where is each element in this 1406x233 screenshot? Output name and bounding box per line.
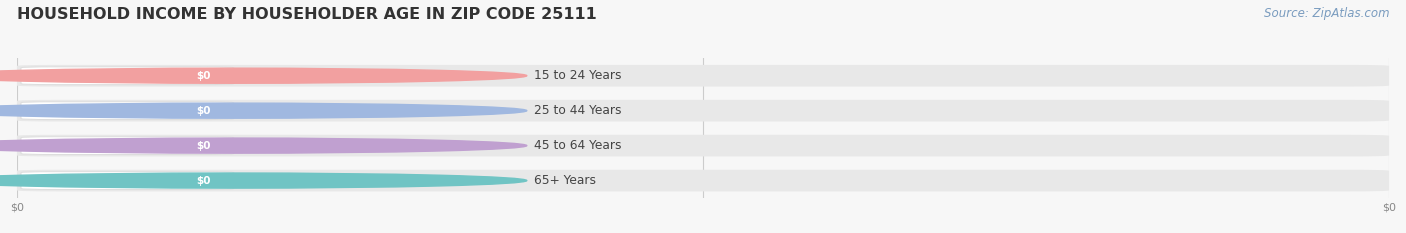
FancyBboxPatch shape [177, 174, 229, 188]
FancyBboxPatch shape [17, 135, 1389, 157]
FancyBboxPatch shape [17, 170, 1389, 192]
FancyBboxPatch shape [21, 102, 233, 120]
Text: $0: $0 [197, 106, 211, 116]
FancyBboxPatch shape [17, 65, 1389, 86]
Circle shape [0, 103, 527, 118]
Text: $0: $0 [197, 71, 211, 81]
Text: 25 to 44 Years: 25 to 44 Years [534, 104, 621, 117]
Circle shape [0, 138, 527, 153]
Text: 65+ Years: 65+ Years [534, 174, 596, 187]
Text: 15 to 24 Years: 15 to 24 Years [534, 69, 621, 82]
Text: $0: $0 [197, 176, 211, 185]
Text: Source: ZipAtlas.com: Source: ZipAtlas.com [1264, 7, 1389, 20]
Circle shape [0, 68, 527, 83]
FancyBboxPatch shape [177, 139, 229, 153]
FancyBboxPatch shape [21, 172, 233, 189]
FancyBboxPatch shape [21, 137, 233, 154]
FancyBboxPatch shape [177, 69, 229, 83]
FancyBboxPatch shape [17, 100, 1389, 122]
FancyBboxPatch shape [177, 104, 229, 118]
Text: $0: $0 [197, 141, 211, 151]
Text: 45 to 64 Years: 45 to 64 Years [534, 139, 621, 152]
FancyBboxPatch shape [21, 67, 233, 85]
Text: HOUSEHOLD INCOME BY HOUSEHOLDER AGE IN ZIP CODE 25111: HOUSEHOLD INCOME BY HOUSEHOLDER AGE IN Z… [17, 7, 596, 22]
Circle shape [0, 173, 527, 188]
